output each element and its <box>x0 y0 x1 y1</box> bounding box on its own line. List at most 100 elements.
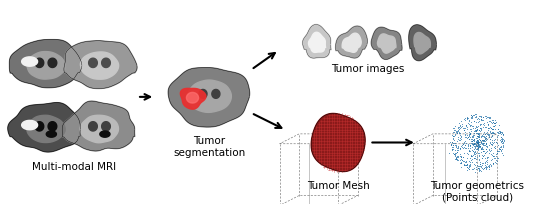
Point <box>487 127 496 130</box>
Point <box>472 166 481 169</box>
Polygon shape <box>180 88 206 109</box>
Point <box>489 124 498 127</box>
Point <box>458 146 467 150</box>
Point <box>460 133 469 136</box>
Point <box>472 140 481 143</box>
Point <box>488 120 497 124</box>
Point <box>473 140 482 144</box>
Polygon shape <box>414 32 430 54</box>
Point <box>468 116 477 120</box>
Point <box>473 133 482 136</box>
Point <box>500 139 509 142</box>
Point <box>458 160 467 163</box>
Point <box>475 160 484 163</box>
Point <box>489 130 498 134</box>
Point <box>473 143 482 147</box>
Point <box>474 140 483 143</box>
Point <box>473 125 482 129</box>
Point <box>463 156 472 160</box>
Point <box>479 134 488 137</box>
Point <box>489 146 498 149</box>
Point <box>473 144 482 148</box>
Point <box>477 123 486 126</box>
Point <box>484 122 493 126</box>
Point <box>466 143 475 146</box>
Point <box>484 115 493 118</box>
Point <box>473 141 482 144</box>
Point <box>446 142 455 146</box>
Point <box>484 135 493 138</box>
Point <box>465 150 474 153</box>
Point <box>472 157 480 160</box>
Point <box>450 130 459 134</box>
Point <box>474 146 483 150</box>
Polygon shape <box>335 26 367 58</box>
Point <box>472 161 481 164</box>
Point <box>479 167 488 171</box>
Point <box>468 135 477 138</box>
Point <box>476 126 485 130</box>
Point <box>489 152 498 155</box>
Point <box>452 143 461 146</box>
Point <box>472 129 480 132</box>
Polygon shape <box>186 92 199 103</box>
Point <box>450 152 459 155</box>
Point <box>479 135 488 139</box>
Point <box>450 143 459 146</box>
Polygon shape <box>409 25 436 61</box>
Point <box>464 135 473 139</box>
Point <box>476 128 485 131</box>
Point <box>466 154 475 158</box>
Point <box>452 157 461 160</box>
Point <box>494 130 503 133</box>
Point <box>462 116 471 120</box>
Point <box>484 156 493 159</box>
Point <box>483 120 492 123</box>
Point <box>455 146 464 150</box>
Point <box>465 147 474 150</box>
Point <box>470 145 479 148</box>
Point <box>479 144 488 147</box>
Point <box>455 126 464 129</box>
Point <box>474 145 483 148</box>
Point <box>455 155 464 158</box>
Point <box>466 116 475 119</box>
Point <box>483 145 492 148</box>
Point <box>448 147 457 151</box>
Point <box>453 138 462 141</box>
Point <box>460 146 469 150</box>
Point <box>455 147 464 151</box>
Point <box>458 127 467 130</box>
Point <box>479 130 488 134</box>
Point <box>449 153 458 156</box>
Point <box>468 115 477 119</box>
Point <box>454 131 463 134</box>
Polygon shape <box>8 103 80 152</box>
Point <box>467 139 476 142</box>
Polygon shape <box>35 58 44 68</box>
Point <box>469 119 478 122</box>
Point <box>466 136 475 139</box>
Polygon shape <box>22 120 37 130</box>
Point <box>475 154 484 157</box>
Point <box>474 166 483 169</box>
Point <box>464 145 473 148</box>
Point <box>482 150 491 153</box>
Point <box>494 127 503 130</box>
Point <box>482 142 491 146</box>
Point <box>449 142 458 145</box>
Point <box>470 139 479 142</box>
Point <box>460 131 469 134</box>
Point <box>489 132 498 135</box>
Point <box>466 154 475 157</box>
Point <box>469 152 478 156</box>
Polygon shape <box>302 25 331 58</box>
Point <box>467 148 476 151</box>
Point <box>473 134 482 137</box>
Polygon shape <box>188 80 232 112</box>
Point <box>478 163 487 166</box>
Point <box>471 144 480 147</box>
Point <box>495 130 504 134</box>
Point <box>479 135 488 138</box>
Point <box>494 123 503 127</box>
